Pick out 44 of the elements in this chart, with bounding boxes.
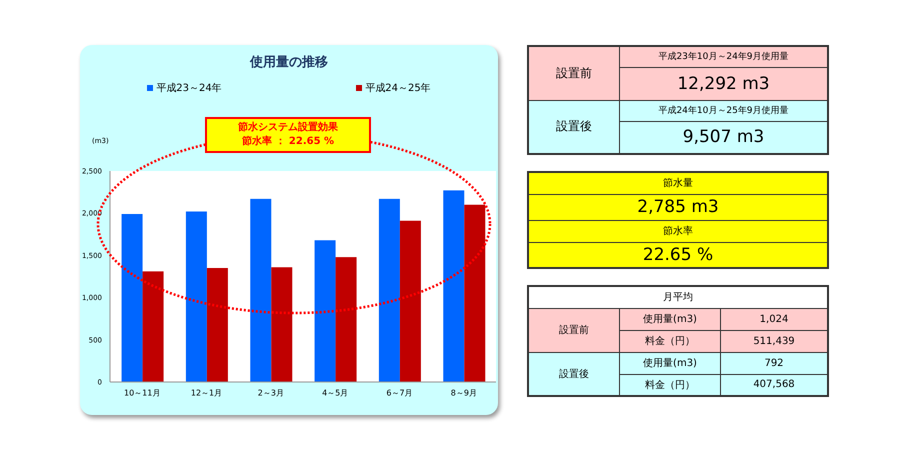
text: 料金（円） bbox=[620, 330, 720, 352]
bar bbox=[271, 267, 292, 382]
text: 月平均 bbox=[528, 286, 828, 308]
text: 設置前 bbox=[528, 46, 620, 100]
bar bbox=[314, 240, 336, 382]
bar bbox=[443, 190, 464, 382]
text: 料金（円） bbox=[620, 374, 720, 396]
text: 1,024 bbox=[720, 308, 828, 330]
chart-title: 使用量の推移 bbox=[248, 54, 329, 71]
text: 407,568 bbox=[720, 374, 828, 396]
bar bbox=[206, 268, 228, 382]
text: 22.65 % bbox=[528, 242, 828, 268]
text: 設置後 bbox=[528, 352, 620, 396]
bar bbox=[186, 212, 207, 382]
bar bbox=[336, 257, 357, 382]
text: 2,785 m3 bbox=[528, 194, 828, 220]
text: 511,439 bbox=[720, 330, 828, 352]
bar bbox=[142, 271, 164, 382]
text: 平成23年10月～24年9月使用量 bbox=[620, 46, 828, 67]
legend-label: 平成23～24年 bbox=[155, 82, 222, 95]
bar bbox=[250, 198, 272, 382]
text: 節水量 bbox=[528, 172, 828, 194]
legend-label: 平成24～25年 bbox=[364, 82, 431, 95]
text: 設置前 bbox=[528, 308, 620, 352]
bar bbox=[400, 220, 421, 382]
text: 節水率 bbox=[528, 220, 828, 242]
text: 使用量(m3) bbox=[620, 352, 720, 374]
text: 9,507 m3 bbox=[620, 121, 828, 154]
bar bbox=[378, 198, 400, 382]
x-tick-label: 4～5月 bbox=[322, 388, 348, 398]
bar bbox=[464, 204, 486, 382]
text: 平成24年10月～25年9月使用量 bbox=[620, 100, 828, 121]
bar bbox=[122, 214, 143, 382]
x-tick-label: 12～1月 bbox=[190, 388, 222, 398]
text: 設置後 bbox=[528, 100, 620, 154]
text: 節水率 ： 22.65 % bbox=[240, 135, 336, 149]
x-tick-label: 10～11月 bbox=[124, 388, 160, 398]
text: 使用量(m3) bbox=[620, 308, 720, 330]
text: 節水システム設置効果 bbox=[237, 121, 339, 135]
x-tick-label: 6～7月 bbox=[386, 388, 413, 398]
x-tick-label: 2～3月 bbox=[258, 388, 284, 398]
text: 792 bbox=[720, 352, 828, 374]
text: 12,292 m3 bbox=[620, 67, 828, 100]
x-tick-label: 8～9月 bbox=[450, 388, 477, 398]
